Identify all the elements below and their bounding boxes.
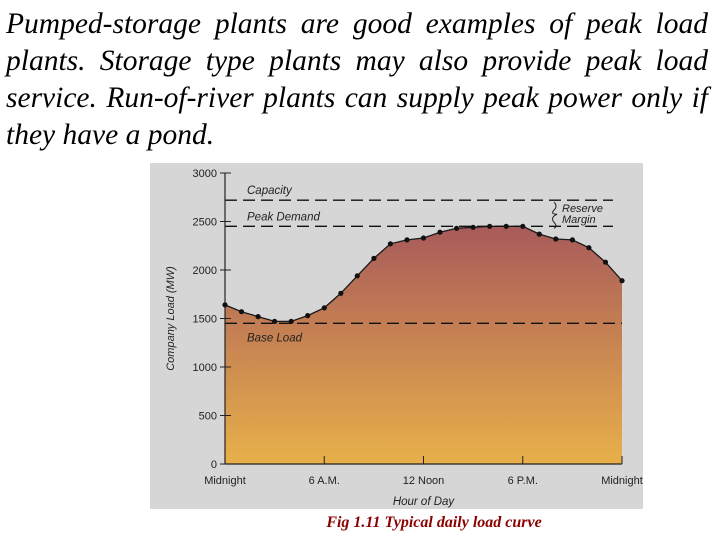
ref-label-1: Peak Demand: [247, 211, 320, 223]
y-axis-label: Company Load (MW): [165, 266, 177, 371]
y-tick-label-4: 2000: [193, 265, 217, 277]
data-point-23: [602, 259, 609, 265]
x-tick-label-0: Midnight: [204, 475, 246, 487]
annotation-1: Margin: [562, 214, 596, 226]
data-point-2: [255, 314, 261, 320]
data-point-0: [222, 302, 228, 308]
y-tick-label-6: 3000: [193, 168, 217, 180]
x-tick-label-3: 6 P.M.: [508, 475, 538, 487]
chart-svg: 0 500 1000 1500 2000 2500 3000 Midnight 6 A.M. 12…: [165, 168, 643, 508]
data-point-10: [387, 241, 393, 247]
annotation-0: Reserve: [562, 203, 603, 215]
load-area: [225, 226, 622, 464]
data-point-8: [354, 273, 360, 279]
y-tick-label-0: 0: [211, 459, 217, 471]
data-point-15: [470, 224, 476, 230]
figure-caption: Fig 1.11 Typical daily load curve: [326, 514, 542, 531]
data-point-9: [371, 255, 377, 261]
figure-caption-wrap: Fig 1.11 Typical daily load curve: [0, 514, 720, 532]
data-point-1: [238, 309, 245, 315]
data-point-16: [487, 223, 493, 229]
data-point-17: [503, 223, 509, 229]
data-point-4: [288, 318, 294, 324]
load-curve-chart: 0 500 1000 1500 2000 2500 3000 Midnight 6 A.M. 12…: [150, 163, 643, 509]
data-point-7: [338, 290, 344, 296]
data-point-18: [520, 223, 526, 229]
data-point-6: [321, 305, 327, 311]
data-point-22: [586, 245, 592, 251]
reserve-margin-brace: [552, 201, 558, 229]
data-point-13: [437, 229, 443, 235]
data-point-20: [553, 236, 559, 242]
x-tick-label-2: 12 Noon: [403, 475, 445, 487]
ref-label-2: Base Load: [247, 332, 303, 344]
intro-paragraph: Pumped-storage plants are good examples …: [6, 8, 708, 151]
data-point-14: [454, 225, 460, 231]
x-axis-label: Hour of Day: [393, 496, 456, 508]
y-tick-label-5: 2500: [193, 217, 217, 229]
x-tick-label-1: 6 A.M.: [309, 475, 340, 487]
data-point-11: [404, 237, 410, 243]
data-point-12: [420, 235, 427, 241]
ref-label-0: Capacity: [247, 185, 293, 197]
data-point-24: [619, 278, 625, 284]
y-tick-label-3: 1500: [193, 314, 217, 326]
data-point-19: [536, 231, 542, 237]
y-tick-label-2: 1000: [193, 362, 217, 374]
y-tick-label-1: 500: [199, 411, 217, 423]
data-point-3: [272, 318, 278, 324]
data-point-21: [569, 237, 575, 243]
x-tick-label-4: Midnight: [601, 475, 643, 487]
data-point-5: [305, 313, 311, 319]
